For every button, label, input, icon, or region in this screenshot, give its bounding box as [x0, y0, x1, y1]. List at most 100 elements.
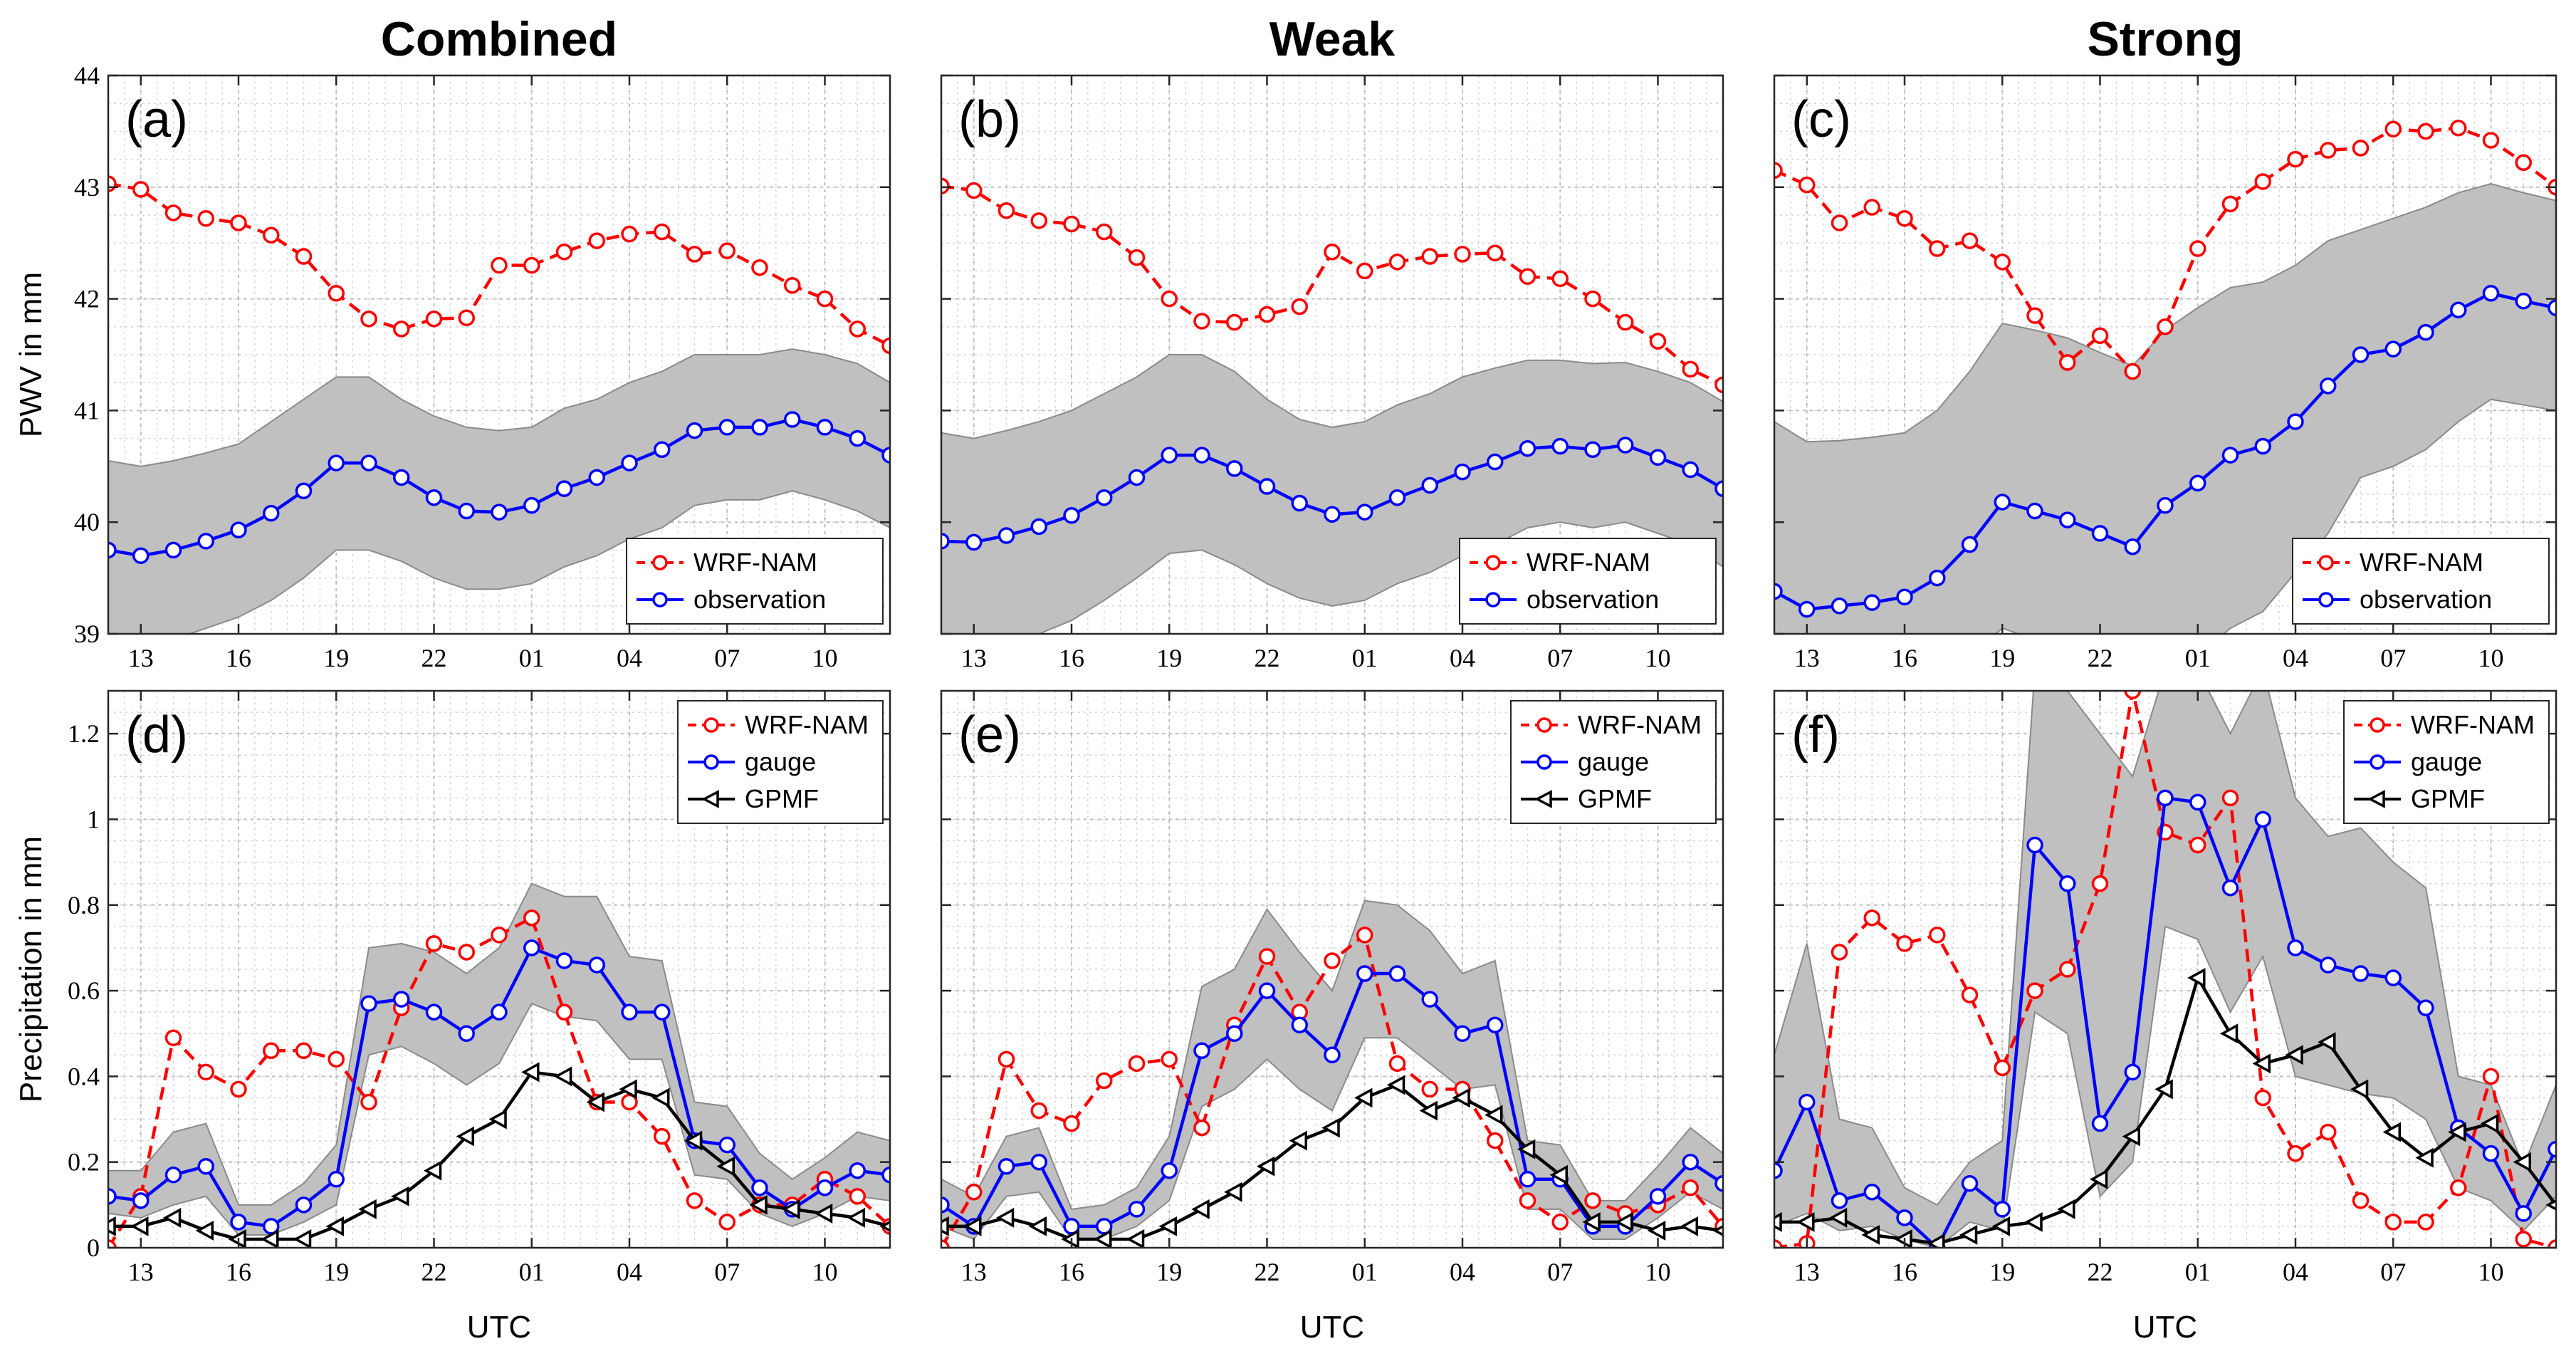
series-observation — [941, 437, 1723, 551]
data-point — [2450, 119, 2467, 137]
y-tick-label: 44 — [74, 61, 100, 90]
data-point — [651, 1088, 670, 1108]
x-tick-label: 01 — [2185, 1258, 2211, 1286]
x-tick-label: 07 — [714, 644, 740, 672]
x-tick-label: 13 — [1794, 1258, 1820, 1286]
x-tick-label: 19 — [1156, 644, 1182, 672]
data-point — [881, 337, 890, 355]
data-point — [1094, 1229, 1112, 1248]
data-point — [2059, 961, 2076, 978]
x-tick-label: 04 — [617, 644, 642, 672]
data-point — [2450, 1179, 2467, 1196]
x-tick-label: 16 — [1059, 1258, 1084, 1286]
x-tick-label: 07 — [2380, 1258, 2406, 1286]
data-point — [295, 248, 313, 265]
data-point — [965, 533, 983, 551]
x-tick-label: 04 — [2283, 644, 2308, 672]
data-point — [2482, 132, 2500, 149]
data-point — [2059, 875, 2076, 892]
data-point — [132, 547, 150, 564]
data-point — [1388, 965, 1406, 982]
x-tick-label: 22 — [1255, 1258, 1280, 1286]
data-point — [197, 1063, 214, 1081]
data-point — [686, 1192, 703, 1209]
x-tick-label: 04 — [1450, 1258, 1475, 1286]
data-point — [2026, 307, 2043, 324]
data-point — [1030, 1102, 1047, 1120]
x-tick-label: 22 — [1255, 644, 1280, 672]
data-point — [2417, 1214, 2434, 1231]
plot-area — [108, 175, 890, 634]
legend-item: WRF-NAM — [637, 548, 817, 577]
y-tick-label: 42 — [74, 285, 100, 313]
data-point — [1649, 1188, 1667, 1205]
data-point — [423, 1160, 442, 1181]
data-point — [425, 1003, 443, 1021]
legend-marker — [2318, 555, 2334, 570]
data-point — [1454, 1025, 1471, 1042]
data-point — [1863, 594, 1880, 611]
x-axis-label: UTC — [467, 1310, 531, 1345]
data-point — [1994, 254, 2011, 271]
data-point — [2124, 1063, 2141, 1081]
panel-f: 13 16 19 22 01 04 07 10 (f) UTC WRF-NAM gauge GPMF — [1773, 689, 2557, 1345]
data-point — [998, 1050, 1015, 1068]
data-point — [2059, 354, 2076, 371]
y-tick-label: 43 — [74, 173, 100, 202]
data-point — [491, 504, 508, 521]
tick-marks — [108, 691, 890, 1249]
x-tick-label: 16 — [1892, 1258, 1917, 1286]
data-point — [1774, 1162, 1783, 1179]
data-point — [1128, 469, 1146, 486]
data-point — [1096, 1072, 1113, 1090]
x-tick-label: 04 — [617, 1258, 642, 1286]
data-point — [1680, 1216, 1698, 1236]
data-point — [108, 1239, 117, 1248]
legend-item: WRF-NAM — [1470, 548, 1650, 577]
data-point — [295, 482, 313, 500]
data-point — [2189, 836, 2206, 854]
x-tick-label: 22 — [422, 644, 447, 672]
data-point — [1454, 463, 1471, 481]
legend-label: WRF-NAM — [1527, 548, 1650, 577]
data-point — [1258, 982, 1276, 999]
data-point — [1584, 1192, 1601, 1209]
data-point — [2024, 1211, 2043, 1232]
data-point — [1861, 1224, 1880, 1245]
data-point — [108, 1188, 117, 1205]
data-point — [2154, 1079, 2173, 1100]
data-point — [784, 411, 801, 428]
data-point — [1421, 991, 1438, 1008]
data-point — [263, 226, 280, 244]
tick-marks — [1774, 74, 2556, 635]
data-point — [718, 242, 735, 259]
data-point — [1193, 313, 1210, 330]
x-tick-label: 01 — [1352, 1258, 1378, 1286]
data-point — [881, 1166, 890, 1184]
tick-marks — [941, 74, 1723, 635]
legend-marker — [701, 790, 719, 808]
data-point — [621, 1003, 638, 1021]
data-point — [1096, 223, 1113, 241]
data-point — [162, 1207, 182, 1228]
data-point — [491, 256, 508, 274]
data-point — [2026, 836, 2043, 854]
data-point — [1226, 313, 1243, 331]
x-axis-label: UTC — [2133, 1310, 2197, 1345]
x-tick-label: 10 — [2478, 1258, 2504, 1286]
data-point — [2187, 968, 2206, 988]
data-point — [1714, 376, 1723, 394]
data-point — [1519, 439, 1536, 457]
panel-label: (c) — [1791, 91, 1851, 148]
data-point — [1324, 506, 1341, 523]
legend-item: GPMF — [1521, 784, 1652, 813]
data-point — [1863, 909, 1880, 927]
data-point — [686, 246, 703, 263]
data-point — [360, 1093, 377, 1111]
data-point — [1258, 478, 1276, 495]
data-point — [328, 1050, 345, 1068]
data-point — [555, 243, 573, 261]
data-point — [2254, 810, 2271, 828]
legend-item: observation — [1470, 585, 1659, 614]
data-point — [2252, 1053, 2271, 1074]
